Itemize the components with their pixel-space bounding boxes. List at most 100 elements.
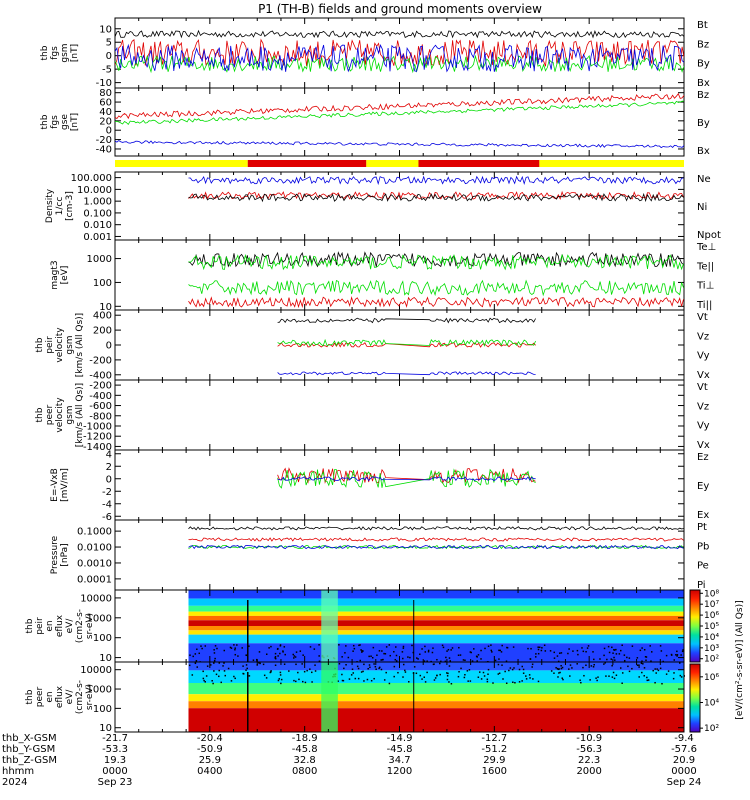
legend-bx: Bx [697,78,710,89]
heatmap-texture-dot [407,656,409,658]
heatmap-texture-dot [679,674,682,677]
colorbar-label: 10² [704,724,719,734]
heatmap-texture-dot [501,644,503,647]
heatmap-texture-dot [424,681,427,683]
x-tick-label: Sep 23 [98,777,133,788]
heatmap-texture-dot [626,656,628,659]
heatmap-texture-dot [486,678,489,681]
heatmap-texture-dot [299,650,302,652]
heatmap-texture-dot [282,650,284,652]
y-axis-label: peir [35,617,45,635]
heatmap-texture-dot [384,653,387,655]
heatmap-texture-dot [621,672,624,674]
colorbar-label: 10² [704,655,719,665]
heatmap-texture-dot [530,647,532,650]
y-axis-label: (cm2-s- [75,680,85,714]
heatmap-texture-dot [502,678,504,680]
x-tick-label: 0000 [102,766,127,777]
heatmap-texture-dot [230,647,233,649]
heatmap-texture-dot [436,658,438,661]
heatmap-texture-dot [189,654,191,656]
heatmap-texture-dot [318,655,320,657]
heatmap-texture-dot [423,676,425,678]
y-axis-label: en [45,691,55,702]
heatmap-texture-dot [258,651,261,653]
heatmap-texture-dot [476,656,478,658]
heatmap-texture-dot [402,663,405,666]
y-axis-label: peir [45,336,55,354]
heatmap-texture-dot [628,657,631,659]
legend-vx: Vx [697,370,710,381]
heatmap-texture-dot [402,657,404,660]
heatmap-texture-dot [611,676,614,678]
heatmap-texture-dot [303,670,306,673]
heatmap-texture-dot [404,669,406,672]
heatmap-texture-dot [246,667,248,670]
heatmap-texture-dot [265,653,268,655]
heatmap-texture-dot [366,678,369,681]
heatmap-texture-dot [659,667,662,670]
y-tick-label: -40 [96,144,112,155]
heatmap-texture-dot [395,660,398,662]
heatmap-texture-dot [248,675,251,677]
heatmap-texture-dot [368,655,370,658]
heatmap-texture-dot [203,679,205,682]
heatmap-texture-dot [270,670,272,672]
heatmap-texture-dot [393,675,395,678]
heatmap-band-4 [188,701,684,709]
heatmap-texture-dot [357,677,360,680]
panel-frame [114,171,685,241]
heatmap-texture-dot [529,658,532,660]
legend-ey: Ey [697,481,709,492]
heatmap-texture-dot [404,671,407,673]
heatmap-texture-dot [673,672,675,674]
heatmap-texture-dot [270,645,272,648]
heatmap-texture-dot [277,655,279,657]
heatmap-texture-dot [645,656,648,658]
heatmap-texture-dot [385,671,387,674]
y-tick-label: 5 [106,38,112,49]
heatmap-texture-dot [201,647,203,650]
heatmap-texture-dot [282,651,284,653]
panel-7: 4 20 -2-4 -6 E=-VxB [mV/m] Ez Ey Ex [50,449,709,523]
heatmap-texture-dot [342,679,345,682]
heatmap-texture-dot [556,667,559,670]
heatmap-texture-dot [427,650,430,653]
heatmap-texture-dot [681,650,684,653]
heatmap-texture-dot [514,681,516,684]
heatmap-texture-dot [314,664,316,666]
y-tick-label: -20 [96,135,112,146]
heatmap-texture-dot [358,644,360,647]
heatmap-texture-dot [362,670,364,673]
heatmap-texture-dot [338,644,340,646]
heatmap-texture-dot [196,648,198,651]
heatmap-texture-dot [213,659,216,662]
panel-frame [114,449,685,521]
heatmap-texture-dot [477,676,480,678]
y-tick-label: -10 [96,78,112,89]
heatmap-texture-dot [657,669,660,672]
colorbar-unit-label: [eV/(cm²-s-sr-eV)] (All Qs)] [735,600,745,719]
y-tick-label: 0.010 [83,220,112,231]
heatmap-texture-dot [613,656,615,659]
x-tick-label: 1600 [482,766,507,777]
y-tick-label: 100 [93,704,112,715]
heatmap-texture-dot [341,656,343,658]
y-axis-label: gsm [65,335,75,354]
heatmap-texture-dot [606,658,608,661]
heatmap-texture-dot [467,680,469,682]
heatmap-texture-dot [352,650,354,652]
heatmap-texture-dot [302,654,304,656]
heatmap-texture-dot [421,678,423,680]
trace-pb [188,537,684,542]
y-tick-label: -600 [89,401,112,412]
heatmap-texture-dot [593,658,595,661]
heatmap-texture-dot [205,675,208,677]
heatmap-texture-dot [614,659,616,661]
heatmap-texture-dot [385,646,388,648]
legend-ex: Ex [697,510,709,521]
heatmap-texture-dot [233,644,235,646]
heatmap-texture-dot [508,669,510,672]
heatmap-texture-dot [409,656,411,659]
heatmap-texture-dot [480,678,483,680]
